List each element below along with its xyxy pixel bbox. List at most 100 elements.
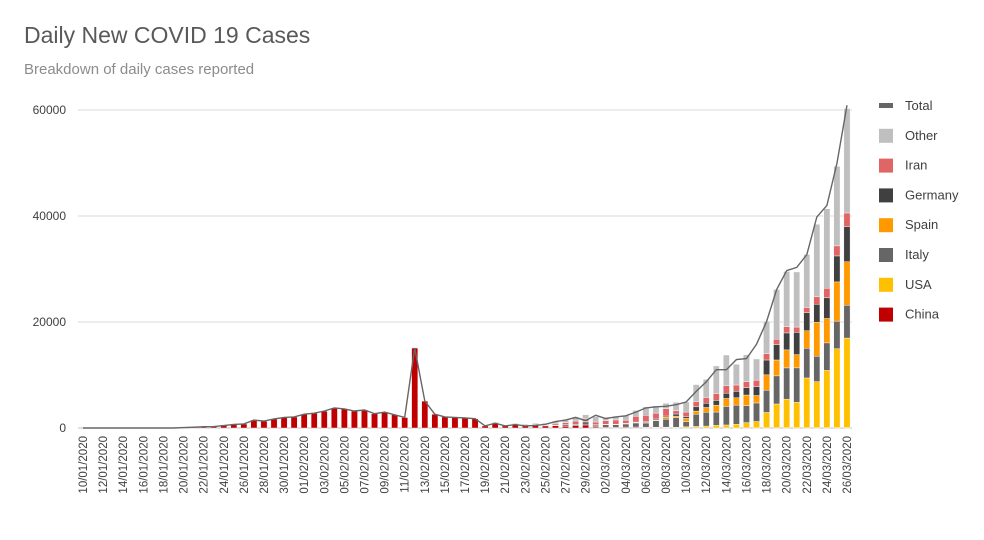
bar-usa [783,398,790,428]
x-tick-label: 16/01/2020 [138,436,150,494]
bar-iran [592,421,599,425]
x-tick-label: 25/02/2020 [540,436,552,494]
bar-china [300,414,308,429]
x-tick-label: 27/02/2020 [561,436,573,494]
x-tick-label: 29/02/2020 [581,436,593,494]
x-tick-label: 21/02/2020 [500,436,512,494]
legend-swatch-iran [879,158,893,173]
bar-spain [753,395,760,404]
bar-spain [692,410,700,415]
bar-china [461,417,469,429]
legend-swatch-spain [879,218,893,233]
bar-spain [743,394,750,406]
bar-other [702,379,710,398]
x-tick-label: 04/03/2020 [621,436,633,494]
bar-italy [602,424,610,428]
bar-spain [672,415,680,418]
x-tick-label: 12/01/2020 [98,436,110,494]
y-tick-label: 40000 [33,209,67,223]
bar-iran [672,410,680,415]
y-tick-label: 20000 [33,315,67,329]
bar-germany [803,312,811,331]
bar-other [833,166,841,247]
bar-italy [712,411,720,426]
bar-italy [833,320,841,349]
bar-germany [763,359,770,376]
legend-label-spain: Spain [905,217,938,232]
bar-china [331,407,338,429]
bar-china [270,418,278,429]
bar-italy [803,348,811,379]
bar-germany [843,226,851,262]
bar-china [542,425,549,429]
bar-iran [773,339,780,345]
bar-usa [753,421,760,429]
x-tick-label: 12/03/2020 [701,436,713,494]
x-tick-label: 09/02/2020 [380,436,392,494]
bar-other [672,402,680,412]
bar-iran [702,397,710,404]
bar-spain [773,359,780,377]
bar-spain [843,261,851,306]
x-tick-label: 14/03/2020 [721,436,733,494]
bar-other [823,208,831,289]
bar-china [320,410,328,429]
x-tick-label: 15/02/2020 [440,436,452,494]
bar-china [572,425,579,429]
bar-germany [813,304,821,323]
bar-other [753,358,760,381]
bar-other [743,354,750,382]
bar-china [391,414,398,429]
bar-spain [702,407,710,413]
x-tick-label: 19/02/2020 [480,436,492,494]
bar-italy [763,390,770,413]
bar-iran [692,401,700,408]
bar-other [682,401,690,413]
bar-iran [823,288,831,299]
x-tick-label: 16/03/2020 [741,436,753,494]
legend-label-china: China [905,307,940,322]
bar-italy [622,423,630,428]
x-tick-label: 14/01/2020 [118,436,130,494]
bar-italy [582,421,589,426]
bar-italy [702,412,710,427]
x-tick-label: 24/01/2020 [219,436,231,494]
bar-spain [723,398,730,407]
bar-italy [753,402,760,422]
bar-china [431,414,439,429]
bar-china [351,410,358,429]
bar-germany [833,255,841,283]
legend-label-italy: Italy [905,247,929,262]
bar-spain [823,318,831,344]
chart-subtitle: Breakdown of daily cases reported [24,61,255,78]
bar-italy [783,367,790,400]
x-tick-label: 01/02/2020 [299,436,311,494]
bar-italy [723,406,730,426]
y-tick-label: 60000 [33,103,67,117]
bar-italy [733,404,740,425]
bar-other [733,364,740,386]
chart-title: Daily New COVID 19 Cases [24,22,311,48]
bar-iran [743,381,750,388]
bar-italy [813,355,821,382]
bar-spain [803,330,811,349]
bar-iran [813,296,821,305]
bar-spain [662,416,670,420]
legend-swatch-germany [879,188,893,203]
bar-usa [692,426,700,429]
bar-usa [843,337,851,428]
bar-italy [692,414,700,427]
bar-china [582,424,589,429]
legend-label-iran: Iran [905,158,927,173]
bar-china [441,416,449,429]
bar-germany [692,406,700,412]
bar-china [260,420,268,429]
bar-italy [612,424,620,428]
total-line [83,105,848,429]
x-tick-label: 26/01/2020 [239,436,251,494]
bar-iran [652,412,660,420]
x-tick-label: 05/02/2020 [339,436,351,494]
bar-usa [702,425,710,429]
